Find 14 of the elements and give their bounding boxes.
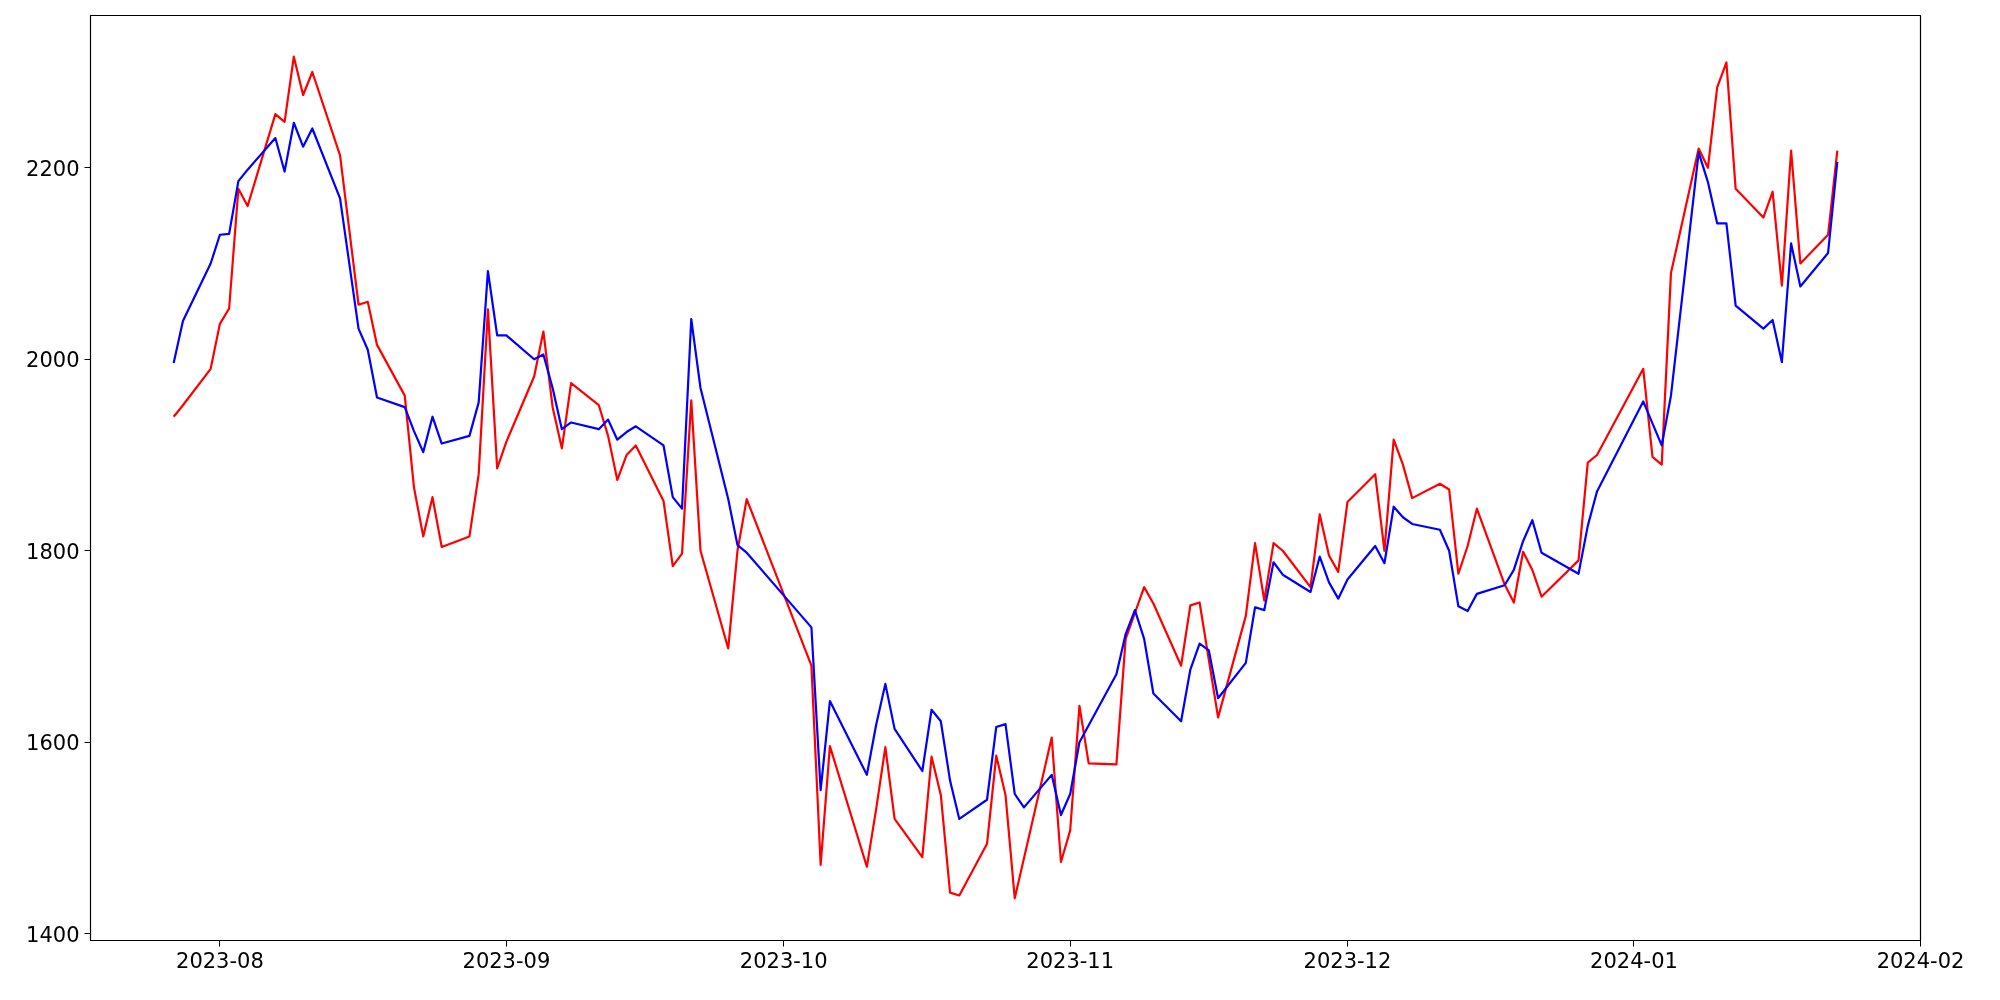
x-tick-label: 2023-11 xyxy=(1026,948,1115,973)
line-series xyxy=(172,55,1839,900)
x-tick-label: 2023-09 xyxy=(462,948,551,973)
line-series xyxy=(172,121,1839,820)
x-tick-label: 2024-02 xyxy=(1876,948,1965,973)
y-tick-label: 1400 xyxy=(26,922,80,947)
x-tick-label: 2023-12 xyxy=(1303,948,1392,973)
x-tick-label: 2024-01 xyxy=(1590,948,1678,973)
y-tick-label: 1800 xyxy=(26,539,80,564)
x-tick-label: 2023-10 xyxy=(739,948,828,973)
x-tick-label: 2023-08 xyxy=(176,948,264,973)
y-tick-label: 1600 xyxy=(26,731,80,756)
y-tick-label: 2200 xyxy=(26,156,80,181)
y-tick-label: 2000 xyxy=(26,348,80,373)
